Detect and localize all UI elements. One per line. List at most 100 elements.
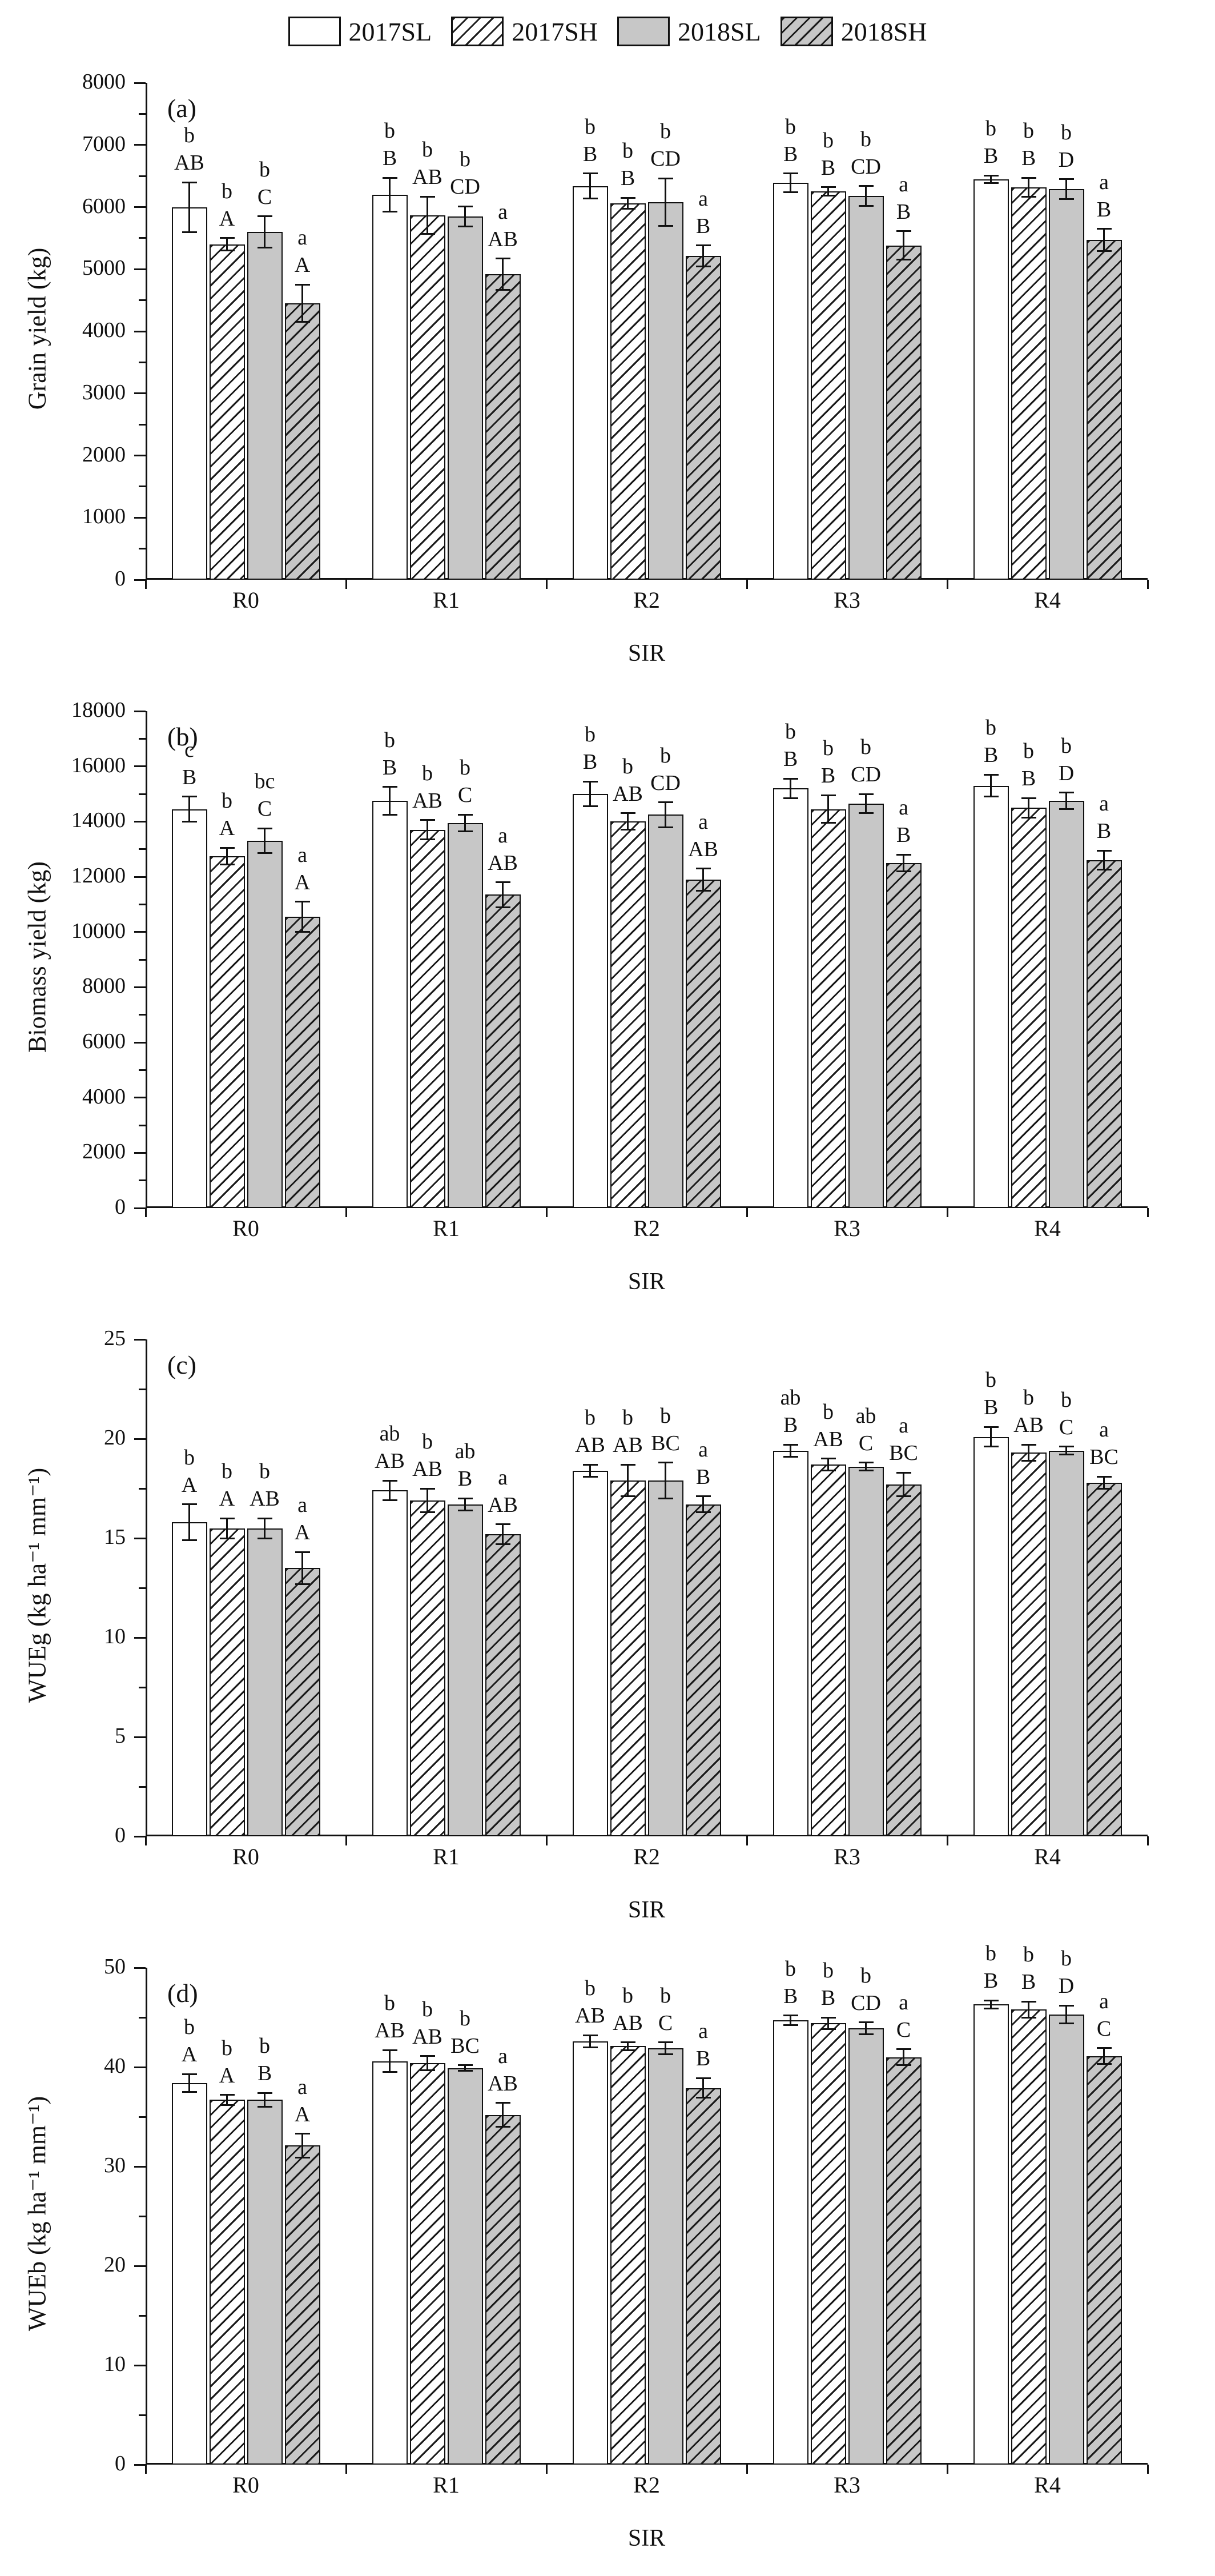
sig-letter-lower: b — [460, 2006, 470, 2031]
bar-2017SL-R0 — [171, 1522, 207, 1836]
bar-2017SL-R4 — [973, 179, 1009, 580]
x-tick-label: R2 — [633, 587, 660, 613]
y-major-tick — [134, 516, 146, 519]
sig-letter-lower: b — [985, 117, 996, 141]
sig-letter-lower: ab — [780, 1386, 801, 1410]
sig-letter-upper: B — [820, 1986, 836, 2010]
error-bar-cap-bottom — [495, 288, 510, 291]
y-tick-label: 4000 — [82, 318, 126, 342]
error-bar-cap-top — [219, 2094, 235, 2096]
legend-label: 2017SL — [348, 17, 432, 46]
sig-letter-lower: b — [222, 179, 232, 203]
sig-letter-upper: C — [1096, 2016, 1112, 2041]
bar-2018SH-R4 — [1086, 240, 1122, 580]
x-tick-label: R0 — [232, 1215, 259, 1241]
bar-2018SL-R2 — [647, 202, 683, 580]
error-bar-cap-top — [620, 812, 635, 814]
error-bar — [427, 2056, 428, 2071]
y-tick-label: 8000 — [82, 70, 126, 94]
bar-2017SL-R3 — [773, 183, 808, 580]
legend-swatch-2018SH — [780, 17, 833, 46]
y-major-tick — [134, 765, 146, 768]
sig-letter-lower: b — [860, 1963, 871, 1988]
y-tick-label: 10 — [104, 2352, 126, 2376]
error-bar — [990, 1427, 992, 1447]
bar-2017SL-R0 — [171, 207, 207, 580]
x-tick-label: R2 — [633, 1844, 660, 1869]
y-major-tick — [134, 986, 146, 988]
y-minor-tick — [139, 237, 146, 239]
error-bar-cap-top — [1059, 792, 1074, 794]
error-bar — [589, 2035, 591, 2048]
x-boundary-tick — [345, 580, 347, 589]
sig-letter-lower: a — [297, 842, 307, 867]
error-bar-cap-top — [1059, 178, 1074, 180]
error-bar-cap-top — [983, 1999, 999, 2001]
sig-letter-lower: a — [1099, 1989, 1109, 2013]
error-bar — [627, 813, 629, 830]
legend-item: 2018SH — [780, 17, 927, 47]
bar-2018SH-R0 — [284, 1568, 320, 1836]
error-bar-cap-bottom — [1059, 1454, 1074, 1456]
sig-letter-lower: b — [184, 1445, 195, 1470]
error-bar — [1028, 2001, 1029, 2017]
y-minor-tick — [139, 903, 146, 905]
sig-letter-lower: a — [698, 809, 708, 834]
y-minor-tick — [139, 361, 146, 363]
x-tick-label: R4 — [1034, 1215, 1061, 1241]
error-bar-cap-top — [1096, 1475, 1112, 1478]
sig-letter-upper: B — [1096, 197, 1112, 222]
y-major-tick — [134, 820, 146, 822]
y-minor-tick — [139, 175, 146, 177]
y-major-tick — [134, 330, 146, 332]
error-bar-cap-bottom — [582, 1475, 598, 1478]
y-major-tick — [134, 455, 146, 456]
sig-letter-upper: B — [820, 764, 836, 788]
sig-letter-lower: b — [1023, 1386, 1034, 1410]
error-bar-cap-top — [182, 181, 197, 183]
error-bar-cap-bottom — [420, 1511, 435, 1514]
error-bar — [903, 231, 904, 260]
sig-letter-lower: b — [259, 157, 270, 182]
error-bar-cap-bottom — [783, 1455, 798, 1458]
error-bar-cap-top — [1096, 228, 1112, 230]
y-minor-tick — [139, 1487, 146, 1490]
sig-letter-upper: A — [294, 2102, 311, 2126]
error-bar-cap-top — [896, 1471, 911, 1474]
error-bar-cap-top — [582, 2034, 598, 2036]
error-bar-cap-bottom — [695, 266, 711, 268]
error-bar — [389, 178, 391, 212]
error-bar-cap-top — [420, 819, 435, 821]
error-bar-cap-bottom — [896, 2064, 911, 2067]
error-bar-cap-bottom — [420, 838, 435, 841]
sig-letter-upper: C — [257, 184, 272, 209]
sig-letter-lower: b — [422, 761, 433, 785]
sig-letter-lower: bc — [254, 769, 275, 794]
error-bar-cap-top — [1096, 849, 1112, 852]
y-major-tick — [134, 1967, 146, 1969]
error-bar-cap-top — [858, 793, 874, 795]
bar-2017SL-R4 — [973, 1437, 1009, 1836]
error-bar-cap-bottom — [620, 208, 635, 210]
error-bar-cap-bottom — [896, 870, 911, 872]
y-minor-tick — [139, 793, 146, 795]
sig-letter-upper: AB — [250, 1487, 280, 1511]
error-bar-cap-bottom — [295, 321, 310, 323]
sig-letter-lower: a — [899, 796, 908, 820]
error-bar-cap-bottom — [983, 796, 999, 798]
sig-letter-lower: a — [1099, 170, 1109, 194]
sig-letter-lower: b — [622, 1406, 633, 1430]
bar-2018SH-R3 — [886, 2057, 922, 2465]
bar-2018SH-R4 — [1086, 2056, 1122, 2465]
x-boundary-tick — [144, 1836, 147, 1845]
bar-2018SH-R3 — [886, 245, 922, 580]
error-bar-cap-top — [420, 2055, 435, 2057]
error-bar — [1028, 798, 1029, 818]
x-tick-label: R1 — [433, 1215, 460, 1241]
x-boundary-tick — [1146, 580, 1149, 589]
y-tick-label: 20 — [104, 1426, 126, 1450]
error-bar — [990, 175, 992, 183]
error-bar — [790, 173, 791, 192]
error-bar-cap-top — [582, 780, 598, 783]
